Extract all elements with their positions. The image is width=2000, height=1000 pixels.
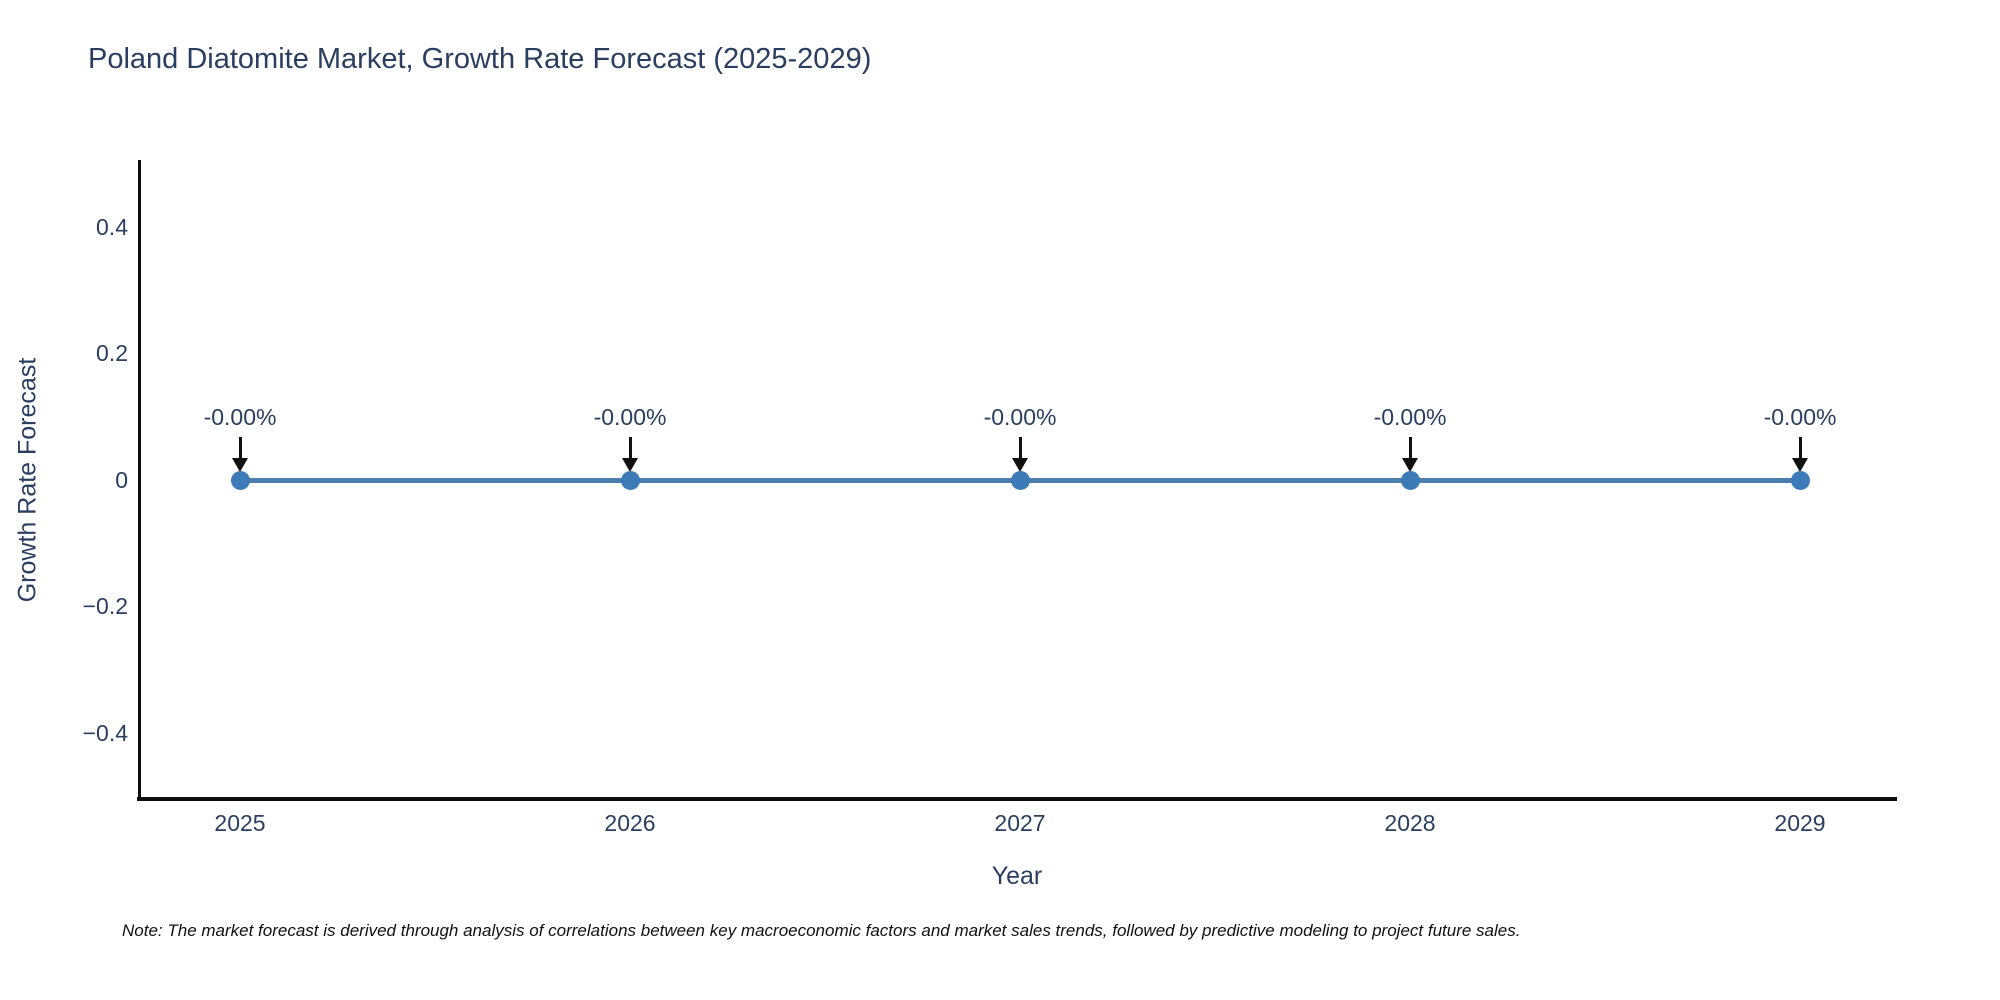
y-tick-label: 0.4 bbox=[96, 213, 128, 240]
data-point-marker bbox=[620, 470, 640, 490]
annotation-arrow-stem bbox=[238, 437, 242, 459]
x-tick-label: 2029 bbox=[1774, 810, 1826, 836]
y-tick-label: 0 bbox=[115, 466, 128, 493]
x-tick-label: 2025 bbox=[214, 810, 266, 836]
x-axis-title: Year bbox=[991, 862, 1043, 890]
footnote: Note: The market forecast is derived thr… bbox=[122, 921, 1521, 940]
x-tick-label: 2026 bbox=[604, 810, 656, 836]
annotation-arrow-head-icon bbox=[1792, 458, 1808, 472]
y-axis-line bbox=[138, 160, 141, 801]
data-point-marker bbox=[230, 470, 250, 490]
series-line-segment bbox=[630, 477, 1020, 483]
annotation-label: -0.00% bbox=[1763, 404, 1837, 430]
data-point-marker bbox=[1790, 470, 1810, 490]
annotation-label: -0.00% bbox=[1373, 404, 1447, 430]
annotation-label: -0.00% bbox=[203, 404, 277, 430]
y-tick-label: −0.2 bbox=[82, 593, 128, 619]
series-line-segment bbox=[1410, 477, 1800, 483]
x-tick-label: 2027 bbox=[994, 810, 1046, 836]
annotation-arrow-head-icon bbox=[622, 458, 638, 472]
chart-title: Poland Diatomite Market, Growth Rate For… bbox=[88, 43, 872, 75]
y-tick-label: −0.4 bbox=[82, 719, 128, 746]
x-axis-line bbox=[137, 797, 1897, 801]
x-tick-label: 2028 bbox=[1384, 810, 1436, 836]
y-tick-label: 0.2 bbox=[96, 340, 128, 366]
annotation-label: -0.00% bbox=[593, 404, 667, 430]
annotation-arrow-head-icon bbox=[1012, 458, 1028, 472]
annotation-arrow-head-icon bbox=[1402, 458, 1418, 472]
series-line-segment bbox=[1020, 477, 1410, 483]
annotation-arrow-head-icon bbox=[232, 458, 248, 472]
annotation-arrow-stem bbox=[1018, 437, 1022, 459]
annotation-arrow-stem bbox=[1408, 437, 1412, 459]
data-point-marker bbox=[1010, 470, 1030, 490]
data-point-marker bbox=[1400, 470, 1420, 490]
annotation-arrow-stem bbox=[1798, 437, 1802, 459]
series-line-segment bbox=[240, 477, 630, 483]
annotation-arrow-stem bbox=[628, 437, 632, 459]
annotation-label: -0.00% bbox=[983, 404, 1057, 430]
